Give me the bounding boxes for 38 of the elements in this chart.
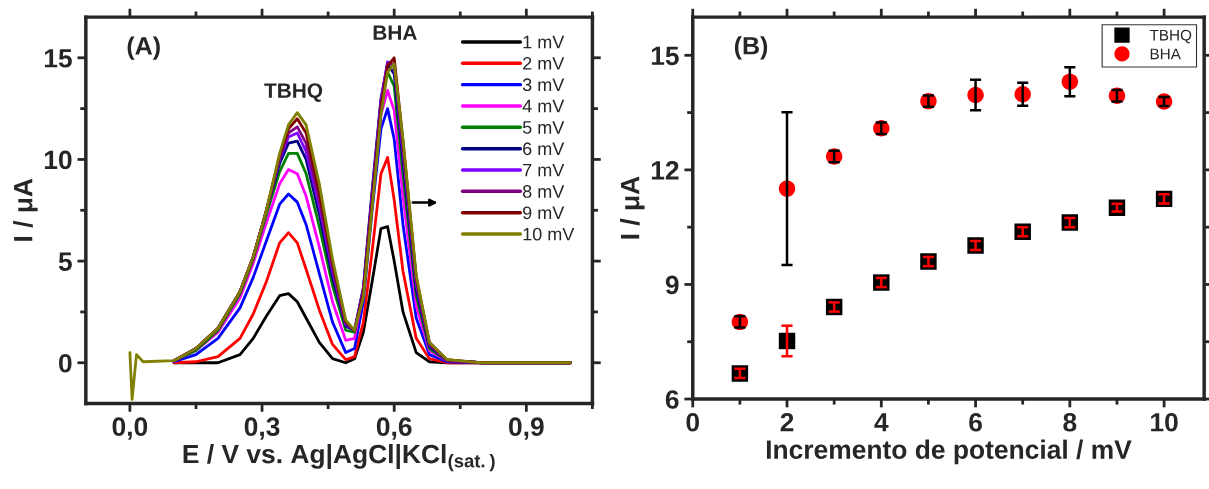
- legend-label: 4 mV: [522, 99, 565, 113]
- legend-label: 9 mV: [523, 206, 565, 220]
- legend-label: 10 mV: [523, 227, 575, 241]
- x-axis-title: Incremento de potencial / mV: [766, 439, 1132, 465]
- y-tick-label: 9: [665, 275, 679, 295]
- x-tick-label: 0,0: [112, 417, 148, 440]
- x-tick-label: 0,6: [376, 417, 412, 440]
- legend-label: 3 mV: [522, 78, 565, 92]
- legend-label: 2 mV: [523, 56, 565, 70]
- x-tick-label: 8: [1063, 412, 1077, 432]
- x-tick-label: 0,3: [244, 417, 280, 440]
- legend-label: 5 mV: [522, 121, 565, 134]
- x-tick-label: 2: [780, 412, 794, 432]
- text: (B): [734, 36, 768, 60]
- text: (A): [127, 36, 160, 60]
- y-tick-label: 0: [59, 353, 72, 373]
- legend-label: 1 mV: [523, 35, 565, 49]
- x-tick-label: 0,9: [509, 417, 544, 440]
- legend-label: 7 mV: [523, 163, 565, 177]
- y-tick-label: 10: [44, 150, 72, 170]
- x-axis-title: E / V vs. Ag|AgCl|KCl$_{(sat.)}$: [183, 444, 495, 472]
- y-tick-label: 15: [44, 49, 72, 68]
- y-tick-label: 12: [651, 161, 679, 180]
- x-tick-label: 10: [1151, 412, 1178, 432]
- y-tick-label: 6: [665, 390, 679, 409]
- annotation: BHA: [373, 25, 417, 40]
- annotation: TBHQ: [264, 83, 323, 102]
- legend-label: 6 mV: [523, 142, 565, 156]
- legend-label: 8 mV: [522, 185, 565, 198]
- y-axis-title: I / μA: [13, 178, 38, 241]
- legend-label: BHA: [1150, 48, 1181, 60]
- legend-label: TBHQ: [1149, 29, 1192, 44]
- y-axis-title: I / μA: [620, 176, 645, 239]
- x-tick-label: 6: [969, 412, 982, 432]
- y-tick-label: 15: [651, 46, 679, 66]
- x-tick-label: 4: [874, 413, 889, 432]
- y-tick-label: 5: [58, 252, 72, 271]
- x-tick-label: 0: [686, 412, 700, 432]
